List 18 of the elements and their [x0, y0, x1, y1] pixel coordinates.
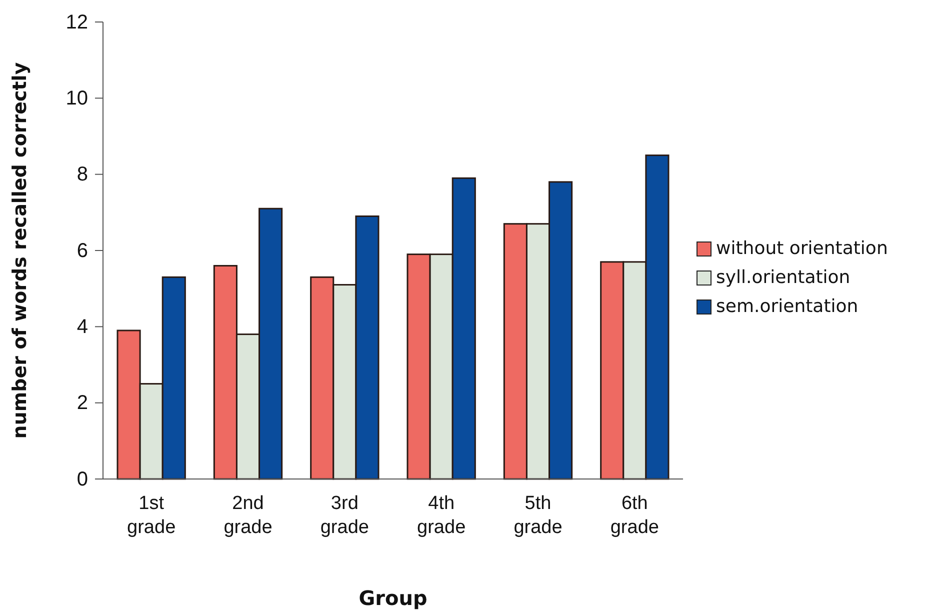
- legend-label: sem.orientation: [716, 296, 858, 317]
- x-tick-label: 6th grade: [610, 493, 659, 538]
- legend-label: without orientation: [716, 238, 888, 259]
- y-tick-label: 6: [76, 240, 88, 262]
- x-tick-label: 1st grade: [127, 493, 176, 538]
- x-tick-label: 3rd grade: [320, 493, 369, 538]
- x-tick-label: 4th grade: [417, 493, 466, 538]
- y-tick-label: 8: [76, 164, 88, 186]
- x-axis-title: Group: [358, 586, 428, 610]
- y-tick-label: 0: [76, 468, 88, 490]
- y-tick-label: 4: [76, 316, 88, 338]
- x-tick-label: 5th grade: [514, 493, 562, 538]
- y-tick-label: 12: [66, 11, 88, 34]
- y-tick-label: 10: [66, 88, 88, 110]
- legend-label: syll.orientation: [716, 267, 850, 288]
- y-tick-label: 2: [76, 392, 88, 414]
- y-axis-title: number of words recalled correctly: [9, 62, 31, 439]
- x-tick-label: 2nd grade: [224, 493, 272, 538]
